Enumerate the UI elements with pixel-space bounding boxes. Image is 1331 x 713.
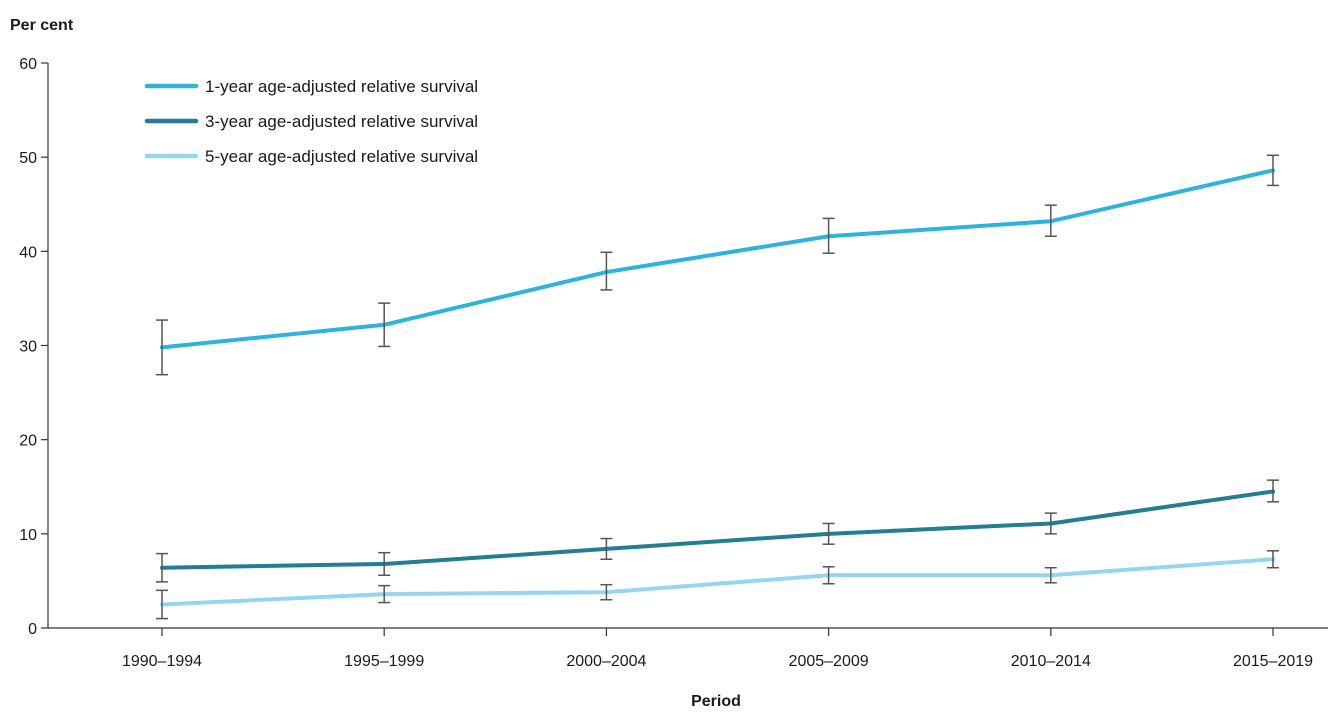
series-line-1 — [160, 168, 1275, 350]
x-axis-title: Period — [691, 693, 741, 710]
y-tick-label: 10 — [19, 527, 37, 544]
x-axis-ticks: 1990–1994 1995–1999 2000–2004 2005–2009 2010… — [122, 628, 1313, 670]
y-tick-label: 20 — [19, 433, 37, 450]
error-bar — [1267, 154, 1279, 187]
error-bar — [156, 589, 168, 620]
x-tick-label: 1990–1994 — [122, 653, 202, 670]
legend-label: 1-year age-adjusted relative survival — [205, 77, 478, 96]
error-bar — [378, 584, 391, 604]
y-tick-label: 40 — [19, 244, 37, 261]
y-tick-label: 50 — [19, 150, 37, 167]
x-tick-label: 2000–2004 — [566, 653, 646, 670]
error-bar — [600, 583, 613, 601]
x-tick-label: 2010–2014 — [1011, 653, 1091, 670]
error-bar — [156, 319, 168, 376]
error-bar — [822, 217, 835, 254]
y-axis-ticks: 0 10 20 30 40 50 60 — [19, 56, 48, 638]
error-bar — [1044, 512, 1057, 535]
y-tick-label: 60 — [19, 56, 37, 73]
error-bar — [1267, 550, 1279, 569]
error-bar — [378, 551, 391, 577]
series-line-3 — [160, 557, 1275, 607]
y-axis-title: Per cent — [10, 17, 74, 34]
series-line-2 — [160, 489, 1275, 570]
error-bar — [822, 566, 835, 585]
legend: 1-year age-adjusted relative survival 3-y… — [144, 77, 478, 166]
error-bar — [600, 537, 613, 561]
y-tick-label: 0 — [28, 621, 37, 638]
legend-label: 5-year age-adjusted relative survival — [205, 147, 478, 166]
x-tick-label: 1995–1999 — [344, 653, 424, 670]
error-bar — [600, 251, 613, 291]
legend-label: 3-year age-adjusted relative survival — [205, 112, 478, 131]
x-tick-label: 2015–2019 — [1233, 653, 1313, 670]
error-bar — [1267, 479, 1279, 503]
y-tick-label: 30 — [19, 339, 37, 356]
error-bar — [378, 302, 391, 348]
x-tick-label: 2005–2009 — [789, 653, 869, 670]
error-bar — [1044, 204, 1057, 238]
error-bar — [822, 522, 835, 545]
series-layer — [156, 154, 1279, 620]
error-bar — [156, 552, 168, 583]
error-bar — [1044, 566, 1057, 584]
